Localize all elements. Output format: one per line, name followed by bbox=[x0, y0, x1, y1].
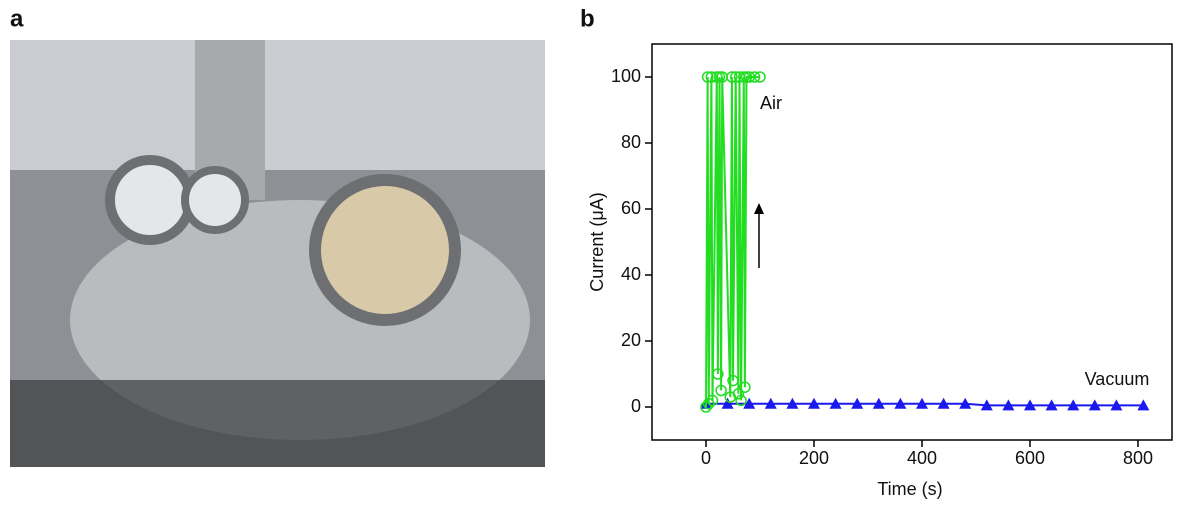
annotation: Vacuum bbox=[1085, 369, 1150, 389]
marker bbox=[851, 397, 864, 409]
marker bbox=[726, 71, 738, 83]
marker bbox=[786, 397, 799, 409]
marker bbox=[739, 381, 751, 393]
marker bbox=[1110, 399, 1123, 411]
marker bbox=[727, 374, 739, 387]
y-tick-label: 0 bbox=[631, 396, 641, 416]
marker bbox=[829, 397, 842, 409]
photo bbox=[10, 40, 545, 467]
y-tick-label: 40 bbox=[621, 264, 641, 284]
marker bbox=[701, 71, 714, 83]
x-tick-label: 200 bbox=[799, 448, 829, 468]
marker bbox=[706, 394, 719, 407]
marker bbox=[754, 71, 766, 83]
annotation: Air bbox=[760, 93, 782, 113]
arrow bbox=[754, 203, 764, 268]
marker bbox=[872, 397, 885, 409]
y-tick-label: 80 bbox=[621, 132, 641, 152]
panel-label: a bbox=[10, 5, 24, 32]
y-tick-label: 60 bbox=[621, 198, 641, 218]
x-tick-label: 400 bbox=[907, 448, 937, 468]
marker bbox=[702, 397, 715, 410]
marker bbox=[764, 397, 777, 409]
marker bbox=[807, 397, 820, 409]
marker bbox=[1137, 399, 1150, 411]
marker bbox=[743, 71, 755, 83]
marker bbox=[721, 397, 734, 409]
marker bbox=[1045, 399, 1058, 411]
marker bbox=[729, 71, 742, 83]
marker bbox=[705, 71, 718, 83]
y-tick-label: 100 bbox=[611, 66, 641, 86]
marker bbox=[700, 401, 712, 413]
marker bbox=[1067, 399, 1080, 411]
marker bbox=[1088, 399, 1101, 411]
marker bbox=[735, 394, 747, 407]
marker bbox=[1002, 399, 1015, 411]
marker bbox=[1023, 399, 1036, 411]
x-tick-label: 800 bbox=[1123, 448, 1153, 468]
marker bbox=[743, 397, 756, 409]
x-axis-label: Time (s) bbox=[877, 479, 942, 499]
marker bbox=[894, 397, 907, 409]
marker bbox=[937, 397, 950, 409]
plot-frame bbox=[651, 43, 1173, 441]
x-tick-label: 600 bbox=[1015, 448, 1045, 468]
panel-label: b bbox=[580, 5, 595, 32]
marker bbox=[980, 399, 993, 411]
y-tick-label: 20 bbox=[621, 330, 641, 350]
marker bbox=[748, 71, 761, 83]
marker bbox=[712, 368, 724, 380]
marker bbox=[959, 397, 972, 409]
y-axis-label: Current (μA) bbox=[587, 192, 607, 291]
marker bbox=[732, 388, 745, 400]
marker bbox=[915, 397, 928, 409]
x-tick-label: 0 bbox=[701, 448, 711, 468]
marker bbox=[715, 384, 727, 397]
series-line bbox=[704, 76, 760, 408]
